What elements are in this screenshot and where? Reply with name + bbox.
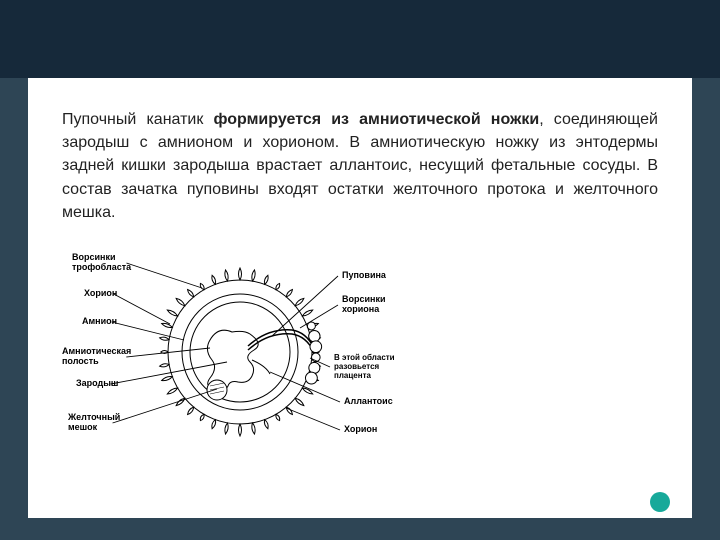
slide-content: Пупочный канатик формируется из амниотич… (28, 78, 692, 518)
accent-dot-icon (650, 492, 670, 512)
body-paragraph: Пупочный канатик формируется из амниотич… (62, 108, 658, 224)
svg-text:В этой области: В этой области (334, 353, 395, 362)
svg-text:хориона: хориона (342, 304, 380, 314)
svg-text:Пуповина: Пуповина (342, 270, 387, 280)
diagram-svg: ВорсинкитрофобластаХорионАмнионАмниотиче… (62, 244, 442, 462)
svg-text:Аллантоис: Аллантоис (344, 396, 393, 406)
svg-text:плацента: плацента (334, 371, 371, 380)
paragraph-bold: формируется из амниотической ножки (213, 111, 539, 128)
header-band (0, 0, 720, 78)
svg-text:трофобласта: трофобласта (72, 262, 132, 272)
embryo-diagram: ВорсинкитрофобластаХорионАмнионАмниотиче… (62, 244, 442, 462)
svg-text:Ворсинки: Ворсинки (342, 294, 386, 304)
svg-text:Ворсинки: Ворсинки (72, 252, 116, 262)
svg-text:полость: полость (62, 356, 99, 366)
svg-text:мешок: мешок (68, 422, 98, 432)
svg-text:разовьется: разовьется (334, 362, 380, 371)
svg-text:Хорион: Хорион (84, 288, 117, 298)
svg-text:Зародыш: Зародыш (76, 378, 118, 388)
svg-text:Хорион: Хорион (344, 424, 377, 434)
paragraph-text-1: Пупочный канатик (62, 111, 213, 128)
svg-text:Амнион: Амнион (82, 316, 117, 326)
svg-text:Желточный: Желточный (67, 412, 120, 422)
svg-text:Амниотическая: Амниотическая (62, 346, 131, 356)
